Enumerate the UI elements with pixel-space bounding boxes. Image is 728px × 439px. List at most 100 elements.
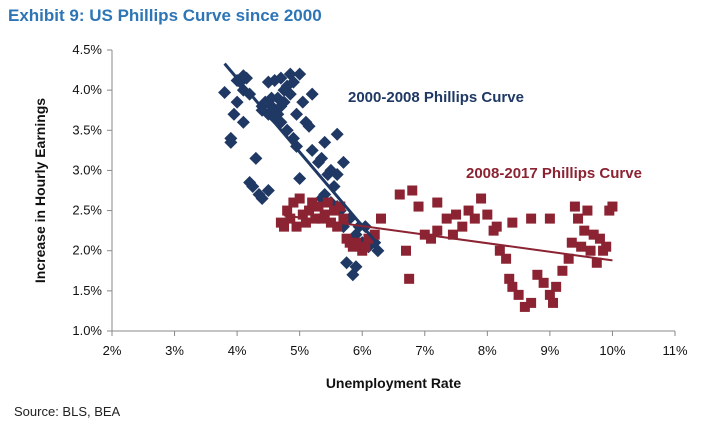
x-tick-label: 10% xyxy=(599,343,625,358)
data-point-square xyxy=(288,197,299,208)
data-point-square xyxy=(285,213,296,224)
x-tick-label: 5% xyxy=(290,343,309,358)
data-point-square xyxy=(350,237,361,248)
data-point-square xyxy=(335,201,346,212)
x-tick-label: 3% xyxy=(165,343,184,358)
data-point-square xyxy=(463,205,474,216)
series-2 xyxy=(275,185,618,312)
data-point-square xyxy=(300,217,311,228)
data-point-square xyxy=(441,213,452,224)
data-point-square xyxy=(594,233,605,244)
data-point-square xyxy=(569,201,580,212)
data-point-square xyxy=(401,245,412,256)
data-point-square xyxy=(501,253,512,264)
trendline-layer xyxy=(223,62,613,262)
data-point-square xyxy=(551,281,562,292)
data-point-square xyxy=(607,201,618,212)
data-point-diamond xyxy=(236,115,250,129)
data-point-diamond xyxy=(283,87,297,101)
data-point-diamond xyxy=(330,167,344,181)
series-label-2000-2008: 2000-2008 Phillips Curve xyxy=(348,89,524,106)
y-axis-title: Increase in Hourly Earnings xyxy=(32,98,48,283)
data-point-square xyxy=(426,233,437,244)
data-point-diamond xyxy=(293,67,307,81)
data-point-square xyxy=(279,221,290,232)
data-point-square xyxy=(369,229,380,240)
data-point-diamond xyxy=(318,135,332,149)
phillips-curve-chart: 2% 3% 4% 5% 6% 7% 8% 9% 10% 11% 1.0% 1.5% 2.0% 2.5% 3.… xyxy=(32,42,688,391)
x-tick-label: 8% xyxy=(478,343,497,358)
x-tick-label: 7% xyxy=(415,343,434,358)
data-point-square xyxy=(563,253,574,264)
data-point-square xyxy=(413,201,424,212)
y-tick-label: 4.5% xyxy=(72,42,102,57)
data-point-square xyxy=(310,213,321,224)
data-point-square xyxy=(504,273,515,284)
data-point-square xyxy=(404,273,415,284)
data-point-square xyxy=(482,209,493,220)
data-point-square xyxy=(576,241,587,252)
data-point-square xyxy=(476,193,487,204)
data-point-square xyxy=(363,233,374,244)
data-point-square xyxy=(407,185,418,196)
y-tick-label: 4.0% xyxy=(72,82,102,97)
data-point-diamond xyxy=(290,107,304,121)
data-point-diamond xyxy=(286,75,300,89)
trendline-2 xyxy=(283,214,613,262)
data-point-square xyxy=(304,205,315,216)
data-point-square xyxy=(544,213,555,224)
series-label-2008-2017: 2008-2017 Phillips Curve xyxy=(466,165,642,182)
data-point-square xyxy=(432,197,443,208)
series-layer xyxy=(218,67,618,312)
y-tick-label: 1.5% xyxy=(72,283,102,298)
data-point-diamond xyxy=(305,87,319,101)
data-point-square xyxy=(457,221,468,232)
data-point-square xyxy=(338,213,349,224)
data-point-diamond xyxy=(336,155,350,169)
data-point-diamond xyxy=(218,86,232,100)
data-point-square xyxy=(319,209,330,220)
data-point-square xyxy=(566,237,577,248)
x-tick-label: 11% xyxy=(662,343,687,358)
data-point-square xyxy=(601,241,612,252)
data-point-square xyxy=(469,213,480,224)
data-point-diamond xyxy=(293,171,307,185)
data-point-square xyxy=(294,193,305,204)
data-point-diamond xyxy=(255,192,269,206)
data-point-square xyxy=(360,241,371,252)
data-point-square xyxy=(332,221,343,232)
data-point-diamond xyxy=(227,107,241,121)
y-tick-label: 1.0% xyxy=(72,323,102,338)
data-point-diamond xyxy=(261,184,275,197)
data-point-diamond xyxy=(315,151,329,165)
y-tick-label: 2.0% xyxy=(72,243,102,258)
data-point-square xyxy=(394,189,405,200)
data-point-square xyxy=(548,297,559,308)
trendline-1 xyxy=(223,62,380,246)
data-point-square xyxy=(451,209,462,220)
data-point-square xyxy=(329,205,340,216)
data-point-square xyxy=(447,229,458,240)
y-tick-label: 3.5% xyxy=(72,122,102,137)
data-point-square xyxy=(557,265,568,276)
data-point-square xyxy=(432,225,443,236)
data-point-diamond xyxy=(302,119,316,133)
x-axis-title: Unemployment Rate xyxy=(326,375,462,391)
y-tick-label: 3.0% xyxy=(72,162,102,177)
data-point-square xyxy=(588,229,599,240)
data-point-diamond xyxy=(246,179,260,193)
data-point-square xyxy=(582,205,593,216)
data-point-square xyxy=(519,301,530,312)
data-point-square xyxy=(585,245,596,256)
data-point-square xyxy=(282,205,293,216)
data-point-square xyxy=(291,221,302,232)
x-tick-label: 2% xyxy=(103,343,122,358)
data-point-square xyxy=(579,225,590,236)
data-point-diamond xyxy=(371,244,385,258)
data-point-square xyxy=(507,217,518,228)
data-point-square xyxy=(313,201,324,212)
data-point-diamond xyxy=(305,143,319,157)
data-point-diamond xyxy=(239,71,253,85)
data-point-diamond xyxy=(277,95,291,109)
data-point-diamond xyxy=(230,95,244,109)
